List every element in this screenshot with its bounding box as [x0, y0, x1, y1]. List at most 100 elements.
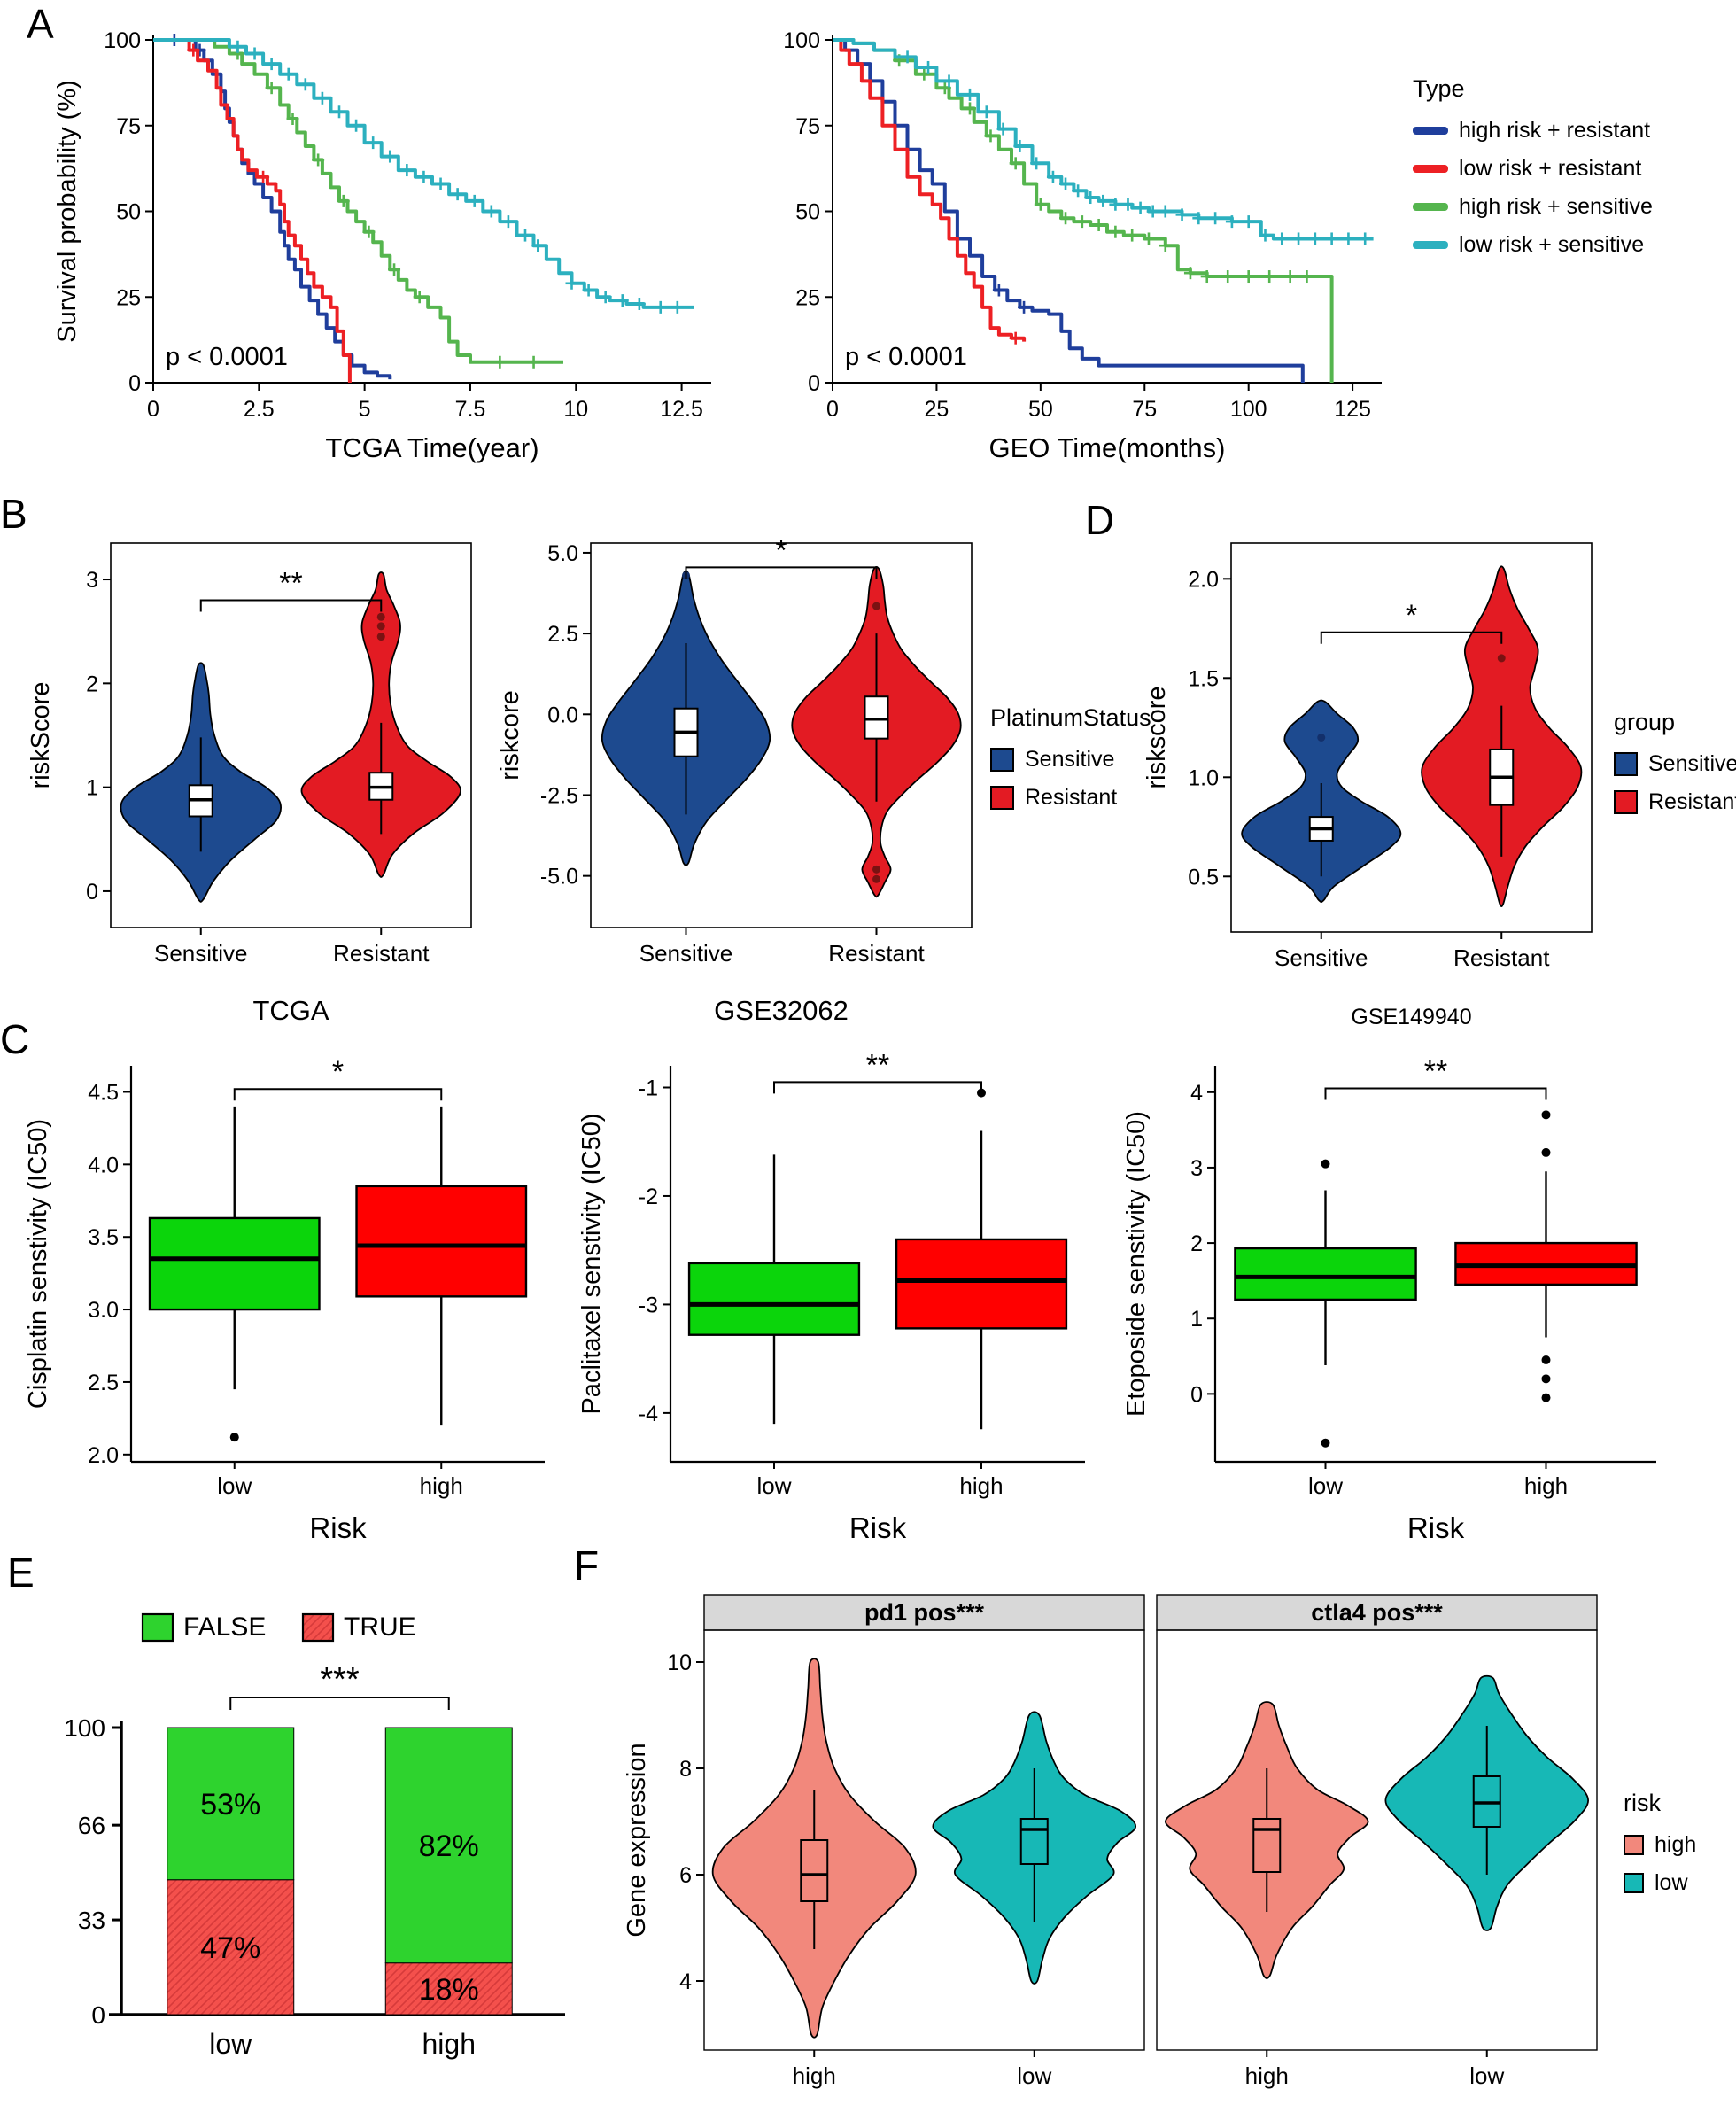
legend-swatch-icon — [1614, 790, 1638, 814]
y-tick-label: 10 — [667, 1651, 692, 1675]
outlier-point — [1541, 1355, 1551, 1365]
legend-item: low risk + sensitive — [1413, 232, 1653, 258]
x-cat-label: Sensitive — [154, 940, 248, 967]
outlier-point — [872, 865, 880, 874]
y-tick-label: 3 — [1190, 1156, 1203, 1181]
stacked-bar-plot: 0 33 66 100 FALSE TRUE 47% 53% low 18% 82% high *** — [64, 1612, 565, 2060]
outlier-point — [872, 874, 880, 883]
violin-high — [1165, 1701, 1369, 1979]
y-tick-label: 2 — [86, 672, 98, 696]
y-tick-label: 0 — [128, 371, 141, 396]
legend-label: low risk + resistant — [1459, 156, 1642, 181]
violin-high — [711, 1658, 917, 2039]
box-body — [148, 1216, 321, 1311]
km-curve — [833, 38, 1305, 383]
y-tick-label: 3 — [86, 568, 98, 593]
x-cat-label: high — [959, 1472, 1003, 1499]
y-tick-label: 2.0 — [1188, 567, 1219, 592]
y-tick-label: 100 — [64, 1714, 105, 1742]
significance-bracket — [1324, 1087, 1547, 1100]
y-tick-label: 3.0 — [88, 1298, 119, 1323]
y-axis-title: Cisplatin senstivity (IC50) — [24, 1119, 52, 1409]
x-tick-label: 7.5 — [455, 397, 486, 422]
x-tick-label: 50 — [1028, 397, 1053, 422]
x-tick-label: 0 — [147, 397, 159, 422]
legend-swatch-icon — [1413, 203, 1448, 211]
legend-item: low — [1624, 1870, 1696, 1896]
km-series-low-risk-resistant — [153, 38, 352, 383]
y-tick-label: 0 — [808, 371, 820, 396]
significance-label: * — [775, 533, 787, 567]
y-tick-label: 2.0 — [88, 1443, 119, 1468]
y-tick-label: 4.5 — [88, 1080, 119, 1105]
x-cat-label: high — [793, 2062, 836, 2089]
percent-label: 53% — [200, 1788, 260, 1821]
y-tick-label: 0 — [91, 2001, 105, 2029]
y-tick-label: -2 — [639, 1185, 658, 1209]
box-plot-paclitaxel: -4 -3 -2 -1 Paclitaxel senstivity (IC50) low h… — [577, 1048, 1085, 1544]
x-cat-label: high — [1245, 2062, 1289, 2089]
y-tick-label: 8 — [679, 1757, 692, 1782]
percent-label: 47% — [200, 1931, 260, 1965]
stacked-bar-high: 18% 82% — [384, 1727, 513, 2016]
bar-segment-true — [384, 1962, 513, 2016]
y-tick-label: 75 — [795, 114, 820, 139]
legend-item: high — [1624, 1832, 1696, 1858]
legend-title: risk — [1624, 1790, 1661, 1816]
box-body — [1234, 1247, 1417, 1301]
km-series-high-risk-sensitive — [833, 38, 1334, 383]
significance-label: ** — [1424, 1055, 1447, 1089]
km-curve — [153, 38, 563, 364]
outlier-point — [229, 1433, 239, 1442]
y-tick-label: 2.5 — [547, 622, 578, 647]
panel-label-f: F — [574, 1542, 600, 1588]
y-tick-label: 33 — [78, 1907, 105, 1934]
box-high — [895, 1088, 1068, 1430]
y-tick-label: -1 — [639, 1076, 658, 1100]
km-plot-geo: 0 25 50 75 100 0 25 50 75 100 125 GEO Time(months) p… — [783, 28, 1382, 463]
y-tick-label: 2.5 — [88, 1371, 119, 1395]
panel-border — [590, 542, 973, 928]
significance-label: ** — [279, 567, 302, 601]
y-axis-title: riskscore — [1143, 686, 1171, 788]
bar-segment-true — [167, 1879, 295, 2016]
km-plot-tcga: 0 25 50 75 100 0 2.5 5 7.5 10 12.5 Survival probabi… — [53, 28, 711, 463]
legend-platinum-status: PlatinumStatus Sensitive Resistant — [990, 704, 1151, 817]
outlier-point — [1541, 1393, 1551, 1402]
dataset-title: GSE149940 — [1351, 1005, 1471, 1029]
y-tick-label: 50 — [795, 200, 820, 225]
panel-label-b: B — [0, 491, 27, 537]
box-low — [1234, 1159, 1417, 1448]
y-axis-title: Etoposide senstivity (IC50) — [1122, 1111, 1151, 1417]
y-tick-label: -4 — [639, 1402, 658, 1426]
violin-resistant — [300, 571, 461, 878]
x-cat-label: low — [1017, 2062, 1051, 2089]
x-tick-label: 10 — [563, 397, 588, 422]
y-tick-label: 1 — [1190, 1307, 1203, 1332]
inner-box — [1252, 1818, 1282, 1873]
y-tick-label: 4.0 — [88, 1153, 119, 1177]
y-tick-label: 1.5 — [1188, 666, 1219, 691]
legend-label: TRUE — [344, 1612, 416, 1642]
legend-item: Resistant — [1614, 789, 1736, 815]
box-high — [355, 1106, 528, 1426]
y-tick-label: 25 — [795, 285, 820, 310]
violin-low — [932, 1711, 1136, 1985]
x-tick-label: 25 — [925, 397, 949, 422]
inner-box — [864, 695, 889, 740]
violin-plot-tcga: 0 1 2 3 riskScore Sensitive Resistant ** TCGA — [27, 542, 472, 1026]
x-tick-label: 5 — [359, 397, 371, 422]
box-plot-cisplatin: 2.0 2.5 3.0 3.5 4.0 4.5 Cisplatin senstivity (… — [24, 1055, 545, 1544]
facet-border — [1156, 1629, 1598, 2051]
percent-label: 18% — [419, 1973, 479, 2007]
legend-swatch-icon — [141, 1612, 174, 1643]
legend-title: group — [1614, 709, 1676, 735]
legend-title: Type — [1413, 75, 1465, 102]
panel-label-c: C — [0, 1016, 30, 1062]
y-tick-label: 5.0 — [547, 541, 578, 566]
x-cat-label: Sensitive — [1275, 944, 1368, 971]
panel-label-e: E — [7, 1550, 35, 1596]
x-cat-label: low — [209, 2028, 252, 2060]
outlier-point — [1497, 654, 1506, 663]
legend-swatch-icon — [1413, 127, 1448, 135]
